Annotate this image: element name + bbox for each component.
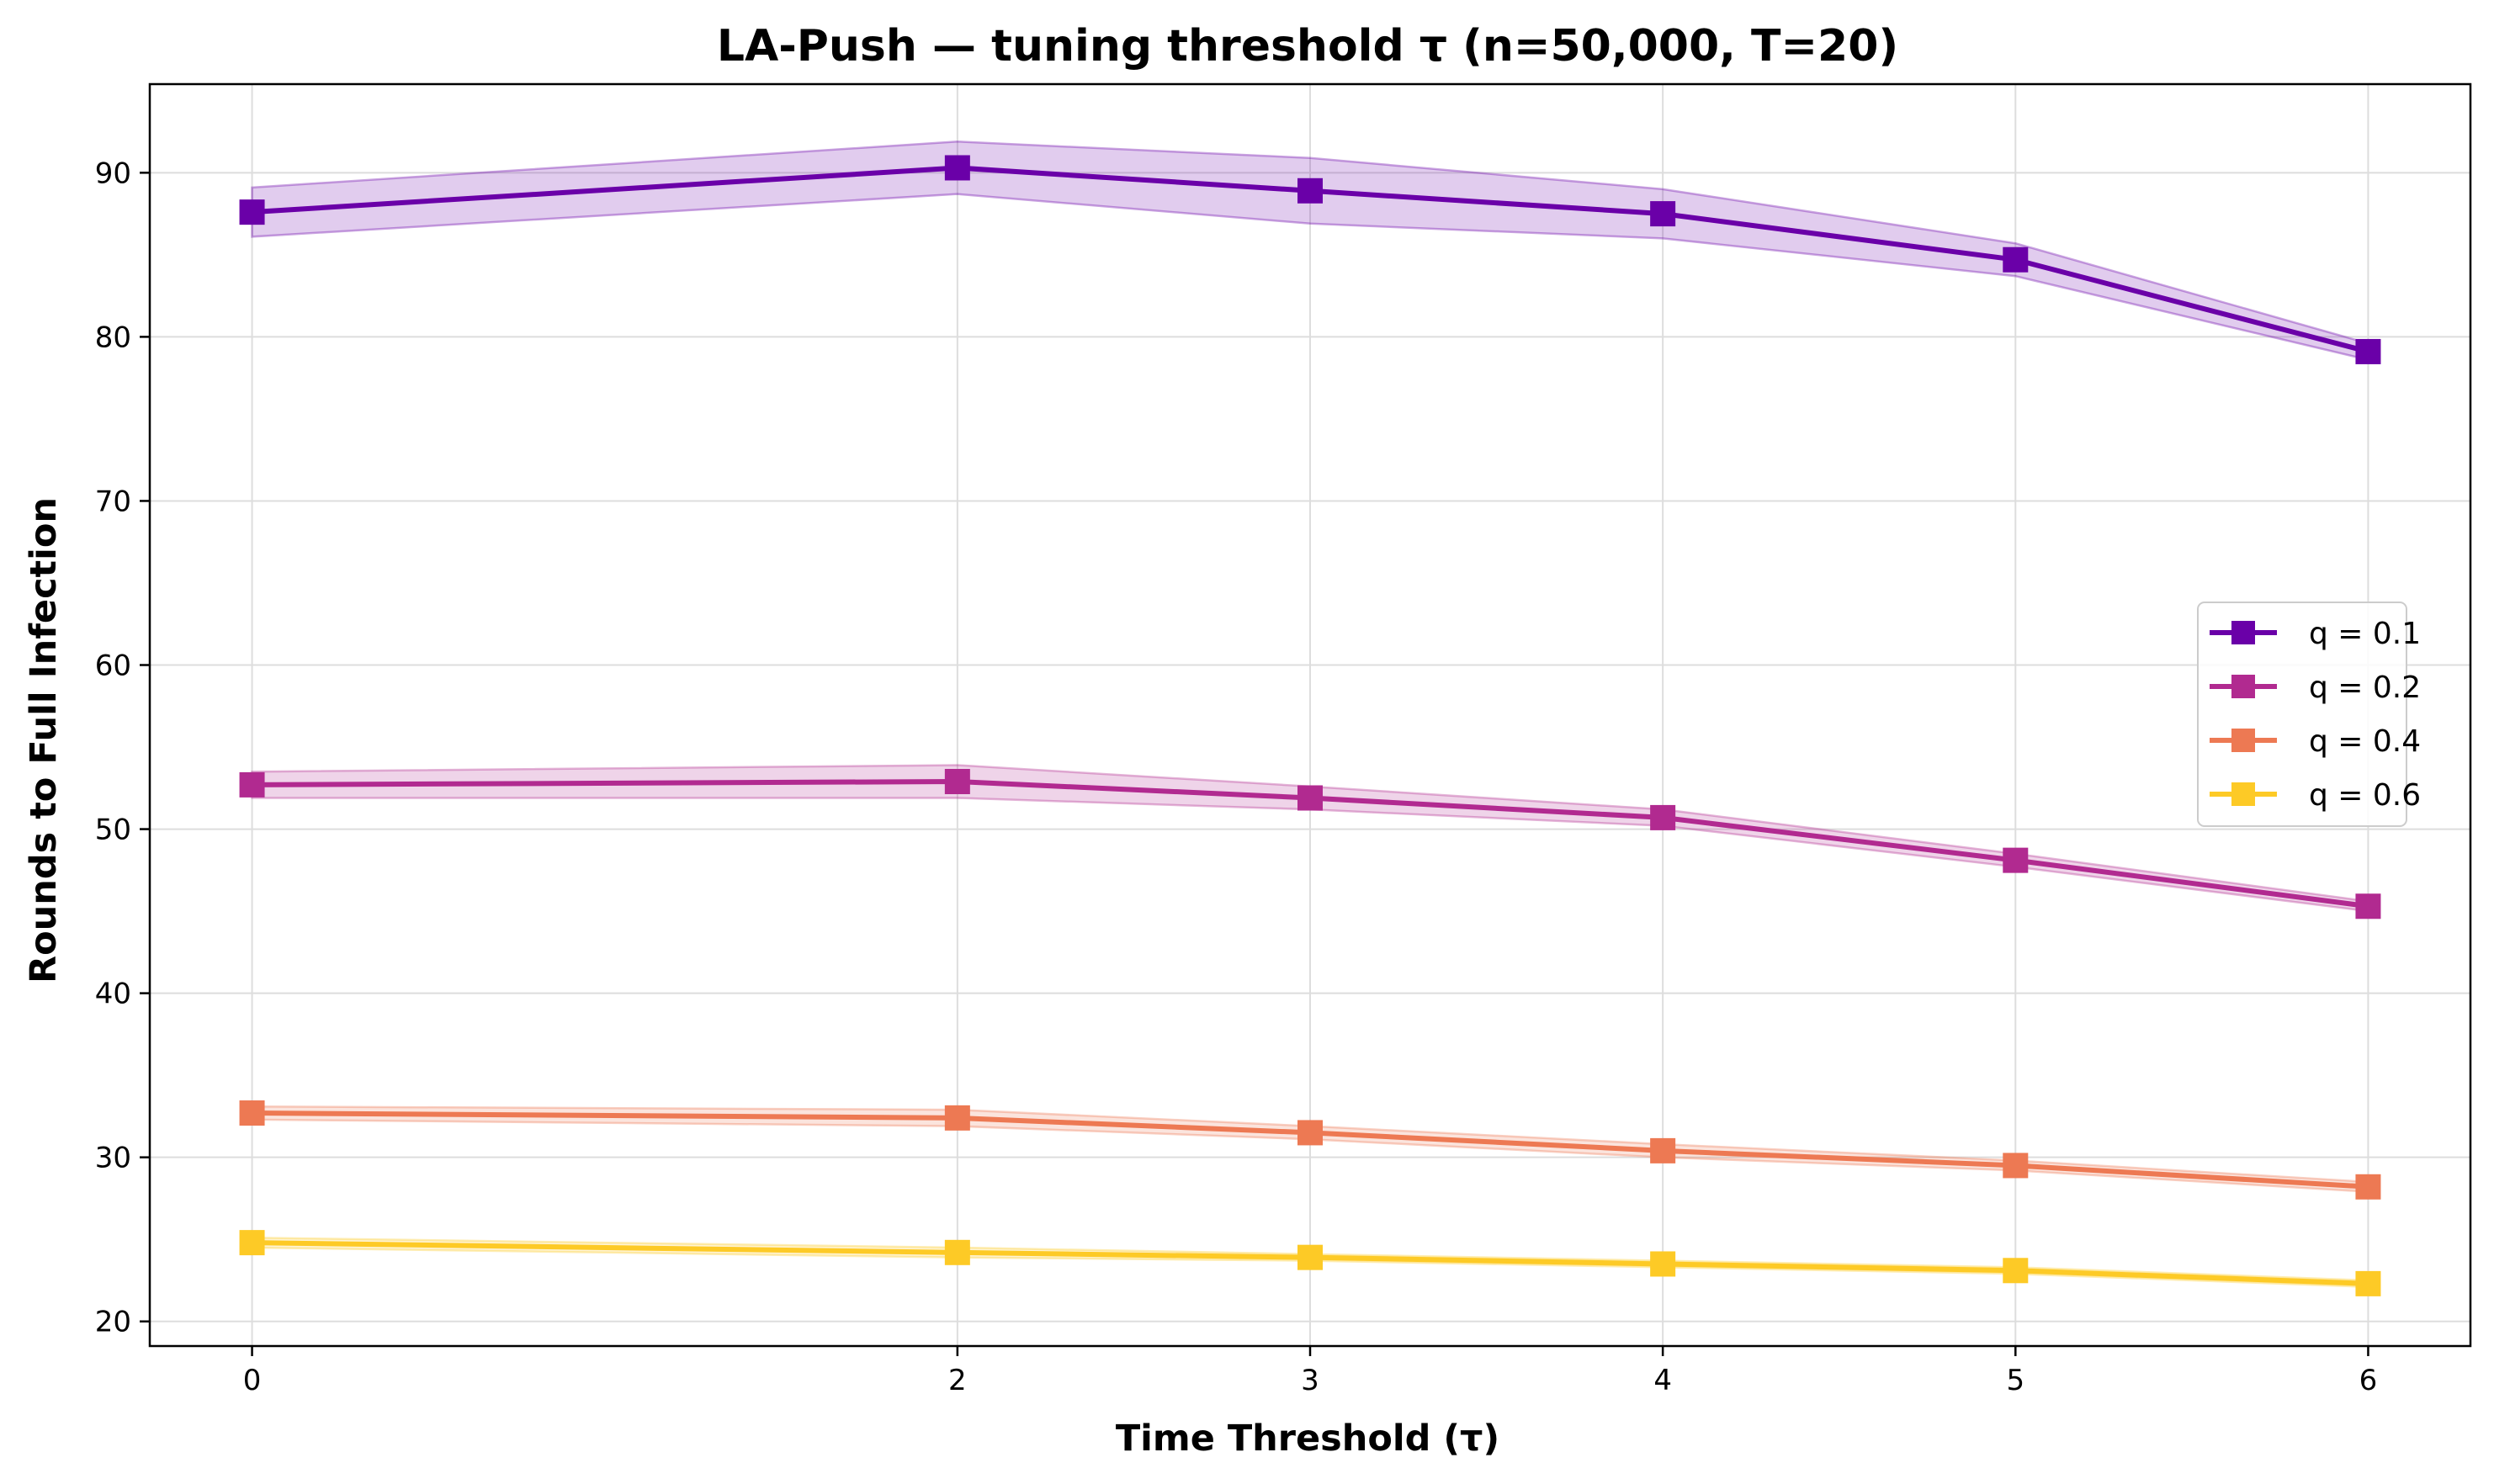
y-tick-label: 40 — [95, 978, 131, 1011]
series-line — [252, 1240, 2369, 1286]
data-point — [1650, 1137, 1676, 1163]
data-point — [2355, 1270, 2381, 1296]
legend-label: q = 0.1 — [2309, 617, 2421, 651]
legend-marker — [2231, 729, 2255, 752]
legend-box — [2197, 602, 2407, 827]
series-line — [252, 165, 2369, 354]
data-point — [2355, 893, 2381, 920]
data-point — [239, 199, 265, 225]
series-line — [252, 778, 2369, 909]
grid-lines — [150, 84, 2470, 1346]
y-tick-label: 70 — [95, 485, 131, 518]
y-tick-label: 50 — [95, 814, 131, 847]
y-tick-label: 60 — [95, 649, 131, 683]
data-point — [944, 768, 970, 794]
axis-ticks: 0 2 3 4 5 6 20 30 40 50 60 70 80 90 — [95, 156, 2378, 1397]
y-tick-label: 30 — [95, 1142, 131, 1175]
legend-marker — [2231, 675, 2255, 698]
y-axis-label: Rounds to Full Infection — [23, 497, 65, 983]
data-point — [2355, 1174, 2381, 1200]
data-point — [239, 1230, 265, 1256]
data-point — [1297, 1120, 1323, 1146]
x-tick-label: 6 — [2359, 1364, 2378, 1397]
legend-marker — [2231, 621, 2255, 644]
data-point — [239, 771, 265, 798]
data-point — [944, 155, 970, 181]
legend-label: q = 0.2 — [2309, 670, 2421, 705]
legend-marker — [2231, 782, 2255, 806]
data-point — [2003, 847, 2029, 873]
x-tick-label: 5 — [2006, 1364, 2024, 1397]
data-point — [2003, 246, 2029, 273]
data-point — [944, 1239, 970, 1265]
series-markers — [239, 155, 2381, 1296]
y-tick-label: 90 — [95, 156, 131, 190]
series-lines — [252, 165, 2369, 1286]
legend-label: q = 0.4 — [2309, 724, 2421, 759]
legend-label: q = 0.6 — [2309, 778, 2421, 813]
data-point — [1297, 1244, 1323, 1270]
chart-title: LA-Push — tuning threshold τ (n=50,000, … — [717, 21, 1898, 72]
x-tick-label: 0 — [243, 1364, 262, 1397]
data-point — [1650, 201, 1676, 227]
data-point — [944, 1105, 970, 1131]
x-tick-label: 3 — [1301, 1364, 1319, 1397]
data-point — [1650, 804, 1676, 830]
series-line — [252, 1110, 2369, 1190]
data-point — [1297, 178, 1323, 204]
data-point — [1297, 785, 1323, 811]
y-tick-label: 80 — [95, 321, 131, 354]
data-point — [2003, 1153, 2029, 1179]
x-tick-label: 2 — [948, 1364, 967, 1397]
data-point — [2355, 338, 2381, 364]
legend: q = 0.1 q = 0.2 q = 0.4 q = 0.6 — [2197, 602, 2421, 827]
data-point — [1650, 1251, 1676, 1277]
x-tick-label: 4 — [1653, 1364, 1672, 1397]
y-tick-label: 20 — [95, 1306, 131, 1339]
data-point — [2003, 1258, 2029, 1284]
x-axis-label: Time Threshold (τ) — [1116, 1418, 1499, 1460]
data-point — [239, 1100, 265, 1126]
